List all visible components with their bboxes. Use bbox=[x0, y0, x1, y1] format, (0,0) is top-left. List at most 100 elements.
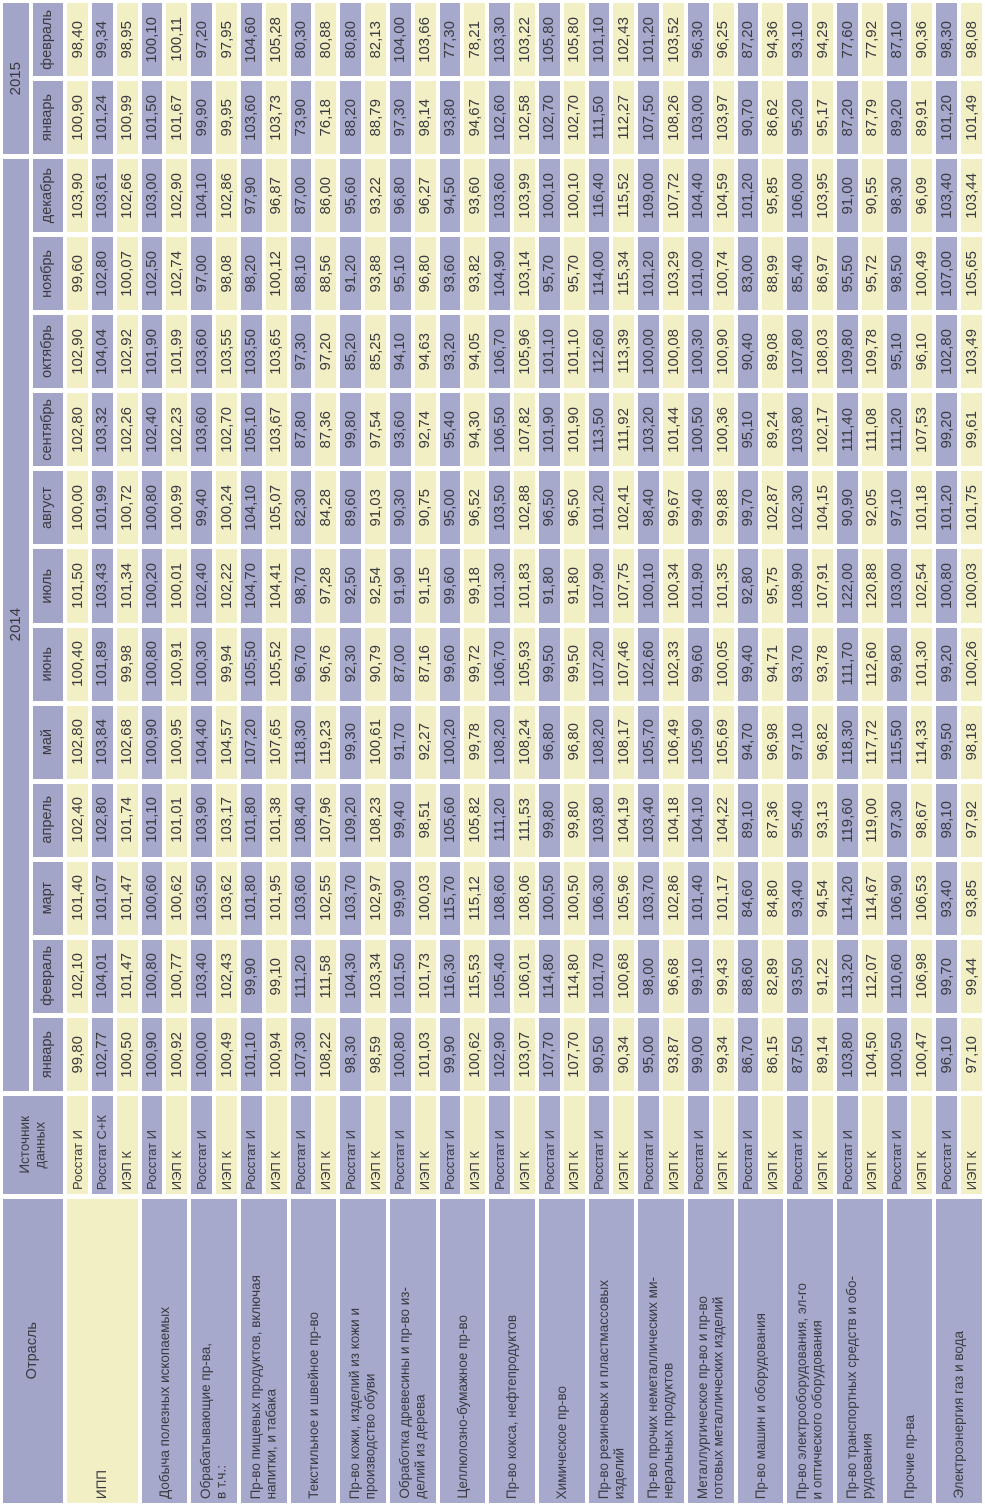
value-cell-text: 91,80 bbox=[565, 567, 583, 605]
value-cell: 103,50 bbox=[191, 861, 213, 935]
value-cell-text: 103,95 bbox=[813, 172, 831, 219]
value-cell: 100,10 bbox=[638, 549, 660, 623]
value-cell-text: 99,90 bbox=[242, 957, 260, 996]
value-cell-text: 98,18 bbox=[962, 723, 980, 761]
value-cell-text: 90,34 bbox=[614, 1035, 632, 1074]
value-cell: 103,29 bbox=[663, 237, 684, 311]
value-cell-text: 93,50 bbox=[788, 957, 806, 996]
value-cell: 96,30 bbox=[687, 3, 709, 77]
value-cell-text: 96,70 bbox=[292, 645, 310, 683]
value-cell-text: 103,80 bbox=[788, 406, 806, 453]
value-cell: 100,50 bbox=[886, 1017, 908, 1091]
value-cell-text: 95,70 bbox=[565, 254, 583, 293]
value-cell: 96,10 bbox=[936, 1017, 958, 1091]
month-cell-text: сентябрь bbox=[39, 399, 56, 461]
value-cell: 115,34 bbox=[613, 237, 635, 311]
industry-cell-text: Пр-во машин и оборудования bbox=[752, 1312, 768, 1499]
month-cell-text: март bbox=[39, 882, 56, 915]
value-cell-text: 88,99 bbox=[764, 254, 781, 293]
value-cell: 107,70 bbox=[538, 1017, 560, 1091]
value-cell-text: 99,60 bbox=[68, 254, 86, 293]
value-cell: 100,90 bbox=[141, 705, 163, 779]
value-cell: 96,80 bbox=[538, 705, 560, 779]
value-cell-text: 100,90 bbox=[143, 1031, 161, 1078]
value-cell-text: 101,50 bbox=[391, 953, 409, 1000]
value-cell-text: 93,88 bbox=[366, 254, 384, 293]
value-cell-text: 97,54 bbox=[366, 411, 384, 449]
value-cell: 107,30 bbox=[290, 1017, 312, 1091]
value-cell-text: 107,82 bbox=[515, 406, 533, 453]
industry-cell: Текстильное и швейное пр-во bbox=[290, 1198, 337, 1503]
source-cell: ИЭП К bbox=[613, 1095, 635, 1194]
value-cell-text: 105,50 bbox=[242, 641, 260, 688]
value-cell: 90,36 bbox=[911, 3, 933, 77]
value-cell: 101,01 bbox=[166, 783, 188, 857]
value-cell: 100,50 bbox=[538, 861, 560, 935]
value-cell: 101,80 bbox=[240, 783, 262, 857]
value-cell: 107,20 bbox=[588, 627, 610, 701]
value-cell: 101,18 bbox=[911, 471, 933, 545]
value-cell: 100,60 bbox=[141, 861, 163, 935]
value-cell-text: 119,00 bbox=[863, 797, 881, 843]
value-cell: 89,24 bbox=[762, 393, 784, 467]
value-cell-text: 108,20 bbox=[490, 719, 508, 766]
value-cell: 100,77 bbox=[166, 939, 188, 1013]
value-cell: 105,60 bbox=[439, 783, 461, 857]
value-cell: 89,20 bbox=[886, 81, 908, 155]
value-cell: 107,90 bbox=[588, 549, 610, 623]
value-cell: 89,08 bbox=[762, 315, 784, 389]
value-cell: 99,90 bbox=[389, 861, 411, 935]
source-cell: Росстат И bbox=[290, 1095, 312, 1194]
value-cell-text: 105,07 bbox=[267, 485, 285, 531]
value-cell-text: 108,23 bbox=[366, 797, 384, 844]
value-cell-text: 97,10 bbox=[788, 723, 806, 761]
value-cell: 109,78 bbox=[861, 315, 883, 389]
value-cell: 93,60 bbox=[389, 393, 411, 467]
value-cell: 107,80 bbox=[787, 315, 809, 389]
value-cell: 111,20 bbox=[489, 783, 511, 857]
value-cell-text: 105,28 bbox=[267, 16, 285, 63]
value-cell-text: 101,03 bbox=[416, 1031, 434, 1078]
value-cell-text: 99,10 bbox=[689, 957, 707, 996]
value-cell-text: 102,80 bbox=[68, 719, 86, 766]
value-cell-text: 101,20 bbox=[739, 172, 757, 219]
value-cell-text: 98,59 bbox=[366, 1035, 384, 1074]
value-cell: 100,03 bbox=[414, 861, 436, 935]
value-cell: 99,60 bbox=[67, 237, 88, 311]
value-cell: 100,12 bbox=[265, 237, 287, 311]
month-cell: ноябрь bbox=[33, 237, 63, 311]
value-cell-text: 104,10 bbox=[192, 172, 210, 219]
value-cell-text: 100,99 bbox=[118, 94, 136, 141]
value-cell-text: 92,74 bbox=[416, 411, 434, 449]
value-cell-text: 102,87 bbox=[764, 485, 781, 531]
value-cell: 94,63 bbox=[414, 315, 436, 389]
value-cell: 98,30 bbox=[936, 3, 958, 77]
value-cell-text: 100,90 bbox=[68, 94, 86, 141]
value-cell-text: 100,12 bbox=[267, 250, 285, 297]
value-cell: 103,99 bbox=[514, 159, 535, 233]
value-cell-text: 89,08 bbox=[764, 333, 781, 371]
value-cell-text: 94,36 bbox=[764, 20, 781, 59]
value-cell: 102,40 bbox=[191, 549, 213, 623]
source-cell-text: Росстат И bbox=[243, 1129, 259, 1190]
value-cell-text: 101,30 bbox=[490, 563, 508, 609]
value-cell-text: 104,04 bbox=[93, 328, 111, 375]
value-cell-text: 101,49 bbox=[962, 94, 980, 141]
value-cell: 107,46 bbox=[613, 627, 635, 701]
value-cell-text: 99,60 bbox=[441, 645, 459, 683]
value-cell-text: 86,62 bbox=[764, 98, 781, 137]
value-cell: 101,20 bbox=[936, 471, 958, 545]
value-cell: 99,30 bbox=[340, 705, 362, 779]
value-cell: 111,20 bbox=[290, 939, 312, 1013]
value-cell-text: 96,80 bbox=[565, 723, 583, 761]
value-cell-text: 111,58 bbox=[316, 954, 334, 999]
value-cell-text: 88,79 bbox=[366, 98, 384, 137]
value-cell: 91,03 bbox=[365, 471, 386, 545]
value-cell: 95,10 bbox=[389, 237, 411, 311]
value-cell: 105,93 bbox=[514, 627, 535, 701]
value-cell-text: 87,20 bbox=[838, 98, 856, 137]
value-cell-text: 101,18 bbox=[913, 485, 931, 531]
value-cell: 108,60 bbox=[489, 861, 511, 935]
value-cell: 100,74 bbox=[712, 237, 734, 311]
value-cell: 105,07 bbox=[265, 471, 287, 545]
